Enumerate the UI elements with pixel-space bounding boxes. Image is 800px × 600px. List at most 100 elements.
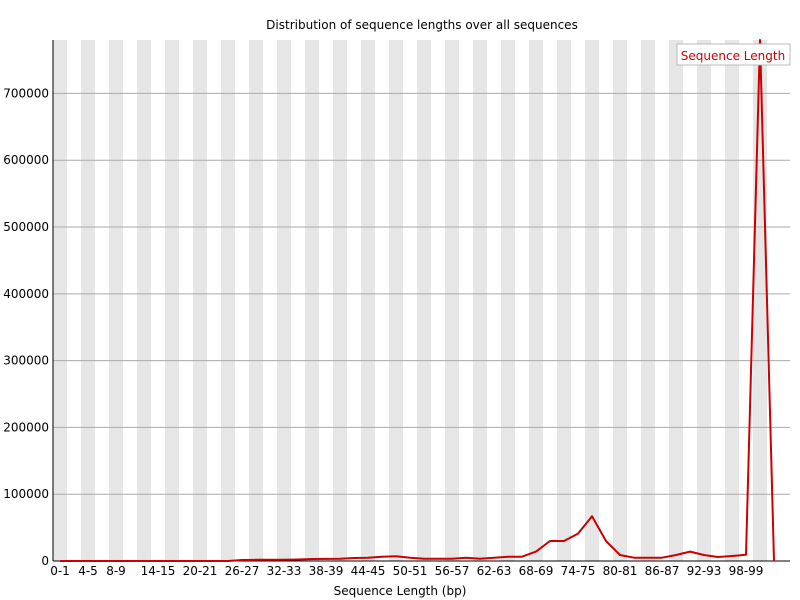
stripe (417, 40, 431, 561)
stripe (333, 40, 347, 561)
data-point (171, 560, 173, 562)
data-point (283, 558, 285, 561)
y-tick-label: 600000 (3, 153, 49, 167)
x-tick-label: 20-21 (183, 564, 218, 578)
data-point (59, 560, 61, 562)
x-tick-label: 98-99 (729, 564, 764, 578)
stripe (137, 40, 151, 561)
data-point (395, 555, 397, 558)
data-point (199, 560, 201, 562)
data-point (185, 560, 187, 562)
stripe (473, 40, 487, 561)
stripe (165, 40, 179, 561)
data-point (633, 556, 635, 559)
data-point (367, 556, 369, 559)
data-point (507, 555, 509, 558)
data-point (619, 554, 621, 556)
data-point (521, 555, 523, 558)
x-tick-label: 44-45 (351, 564, 386, 578)
stripe (641, 40, 655, 561)
stripe (277, 40, 291, 561)
data-point (143, 560, 145, 562)
data-point (227, 560, 229, 562)
data-point (549, 540, 551, 542)
x-tick-label: 92-93 (687, 564, 722, 578)
data-point (255, 558, 257, 561)
data-point (101, 560, 103, 562)
x-tick-label: 38-39 (309, 564, 344, 578)
data-point (241, 559, 243, 561)
grid-lines (53, 92, 790, 495)
data-point (297, 558, 299, 561)
stripe (753, 40, 767, 561)
x-tick-label: 50-51 (393, 564, 428, 578)
x-tick-label: 8-9 (106, 564, 126, 578)
y-tick-label: 0 (41, 554, 49, 568)
data-point (339, 557, 341, 560)
data-point (353, 557, 355, 559)
data-point (213, 560, 215, 562)
data-point (773, 560, 775, 562)
legend: Sequence Length (676, 43, 791, 66)
y-tick-label: 200000 (3, 420, 49, 434)
y-tick-label: 400000 (3, 287, 49, 301)
stripe (529, 40, 543, 561)
data-point (493, 556, 495, 559)
y-tick-label: 500000 (3, 220, 49, 234)
stripe (697, 40, 711, 561)
data-point (535, 550, 537, 553)
data-point (745, 553, 747, 556)
data-point (563, 540, 565, 542)
stripe (193, 40, 207, 561)
stripe (53, 40, 67, 561)
x-tick-label: 62-63 (477, 564, 512, 578)
x-tick-label: 0-1 (50, 564, 70, 578)
data-point (115, 560, 117, 562)
data-point (605, 540, 607, 542)
background-stripes (53, 40, 767, 561)
stripe (501, 40, 515, 561)
data-point (73, 560, 75, 562)
data-point (479, 557, 481, 560)
chart-title: Distribution of sequence lengths over al… (266, 18, 578, 32)
stripe (725, 40, 739, 561)
data-point (311, 558, 313, 560)
stripe (389, 40, 403, 561)
x-axis-ticks: 0-1 4-5 8-9 14-15 20-21 26-27 32-33 38-39 44-45 5… (50, 564, 763, 578)
legend-label: Sequence Length (681, 49, 785, 63)
y-tick-label: 100000 (3, 487, 49, 501)
data-point (423, 557, 425, 560)
x-tick-label: 56-57 (435, 564, 470, 578)
data-point (703, 554, 705, 556)
series-lines (59, 39, 775, 562)
data-point (661, 556, 663, 559)
x-tick-label: 80-81 (603, 564, 638, 578)
x-tick-label: 32-33 (267, 564, 302, 578)
data-point (451, 557, 453, 560)
stripe (109, 40, 123, 561)
data-point (731, 555, 733, 557)
stripe (249, 40, 263, 561)
stripe (585, 40, 599, 561)
data-point (269, 558, 271, 561)
y-tick-label: 700000 (3, 86, 49, 100)
x-tick-label: 4-5 (78, 564, 98, 578)
data-point (87, 560, 89, 562)
x-tick-label: 68-69 (519, 564, 554, 578)
stripe (361, 40, 375, 561)
stripe (613, 40, 627, 561)
stripe (445, 40, 459, 561)
data-point (647, 556, 649, 559)
data-point (759, 39, 761, 41)
data-point (577, 532, 579, 535)
data-point (689, 550, 691, 553)
data-point (591, 515, 593, 518)
data-point (381, 555, 383, 558)
stripe (305, 40, 319, 561)
x-tick-label: 74-75 (561, 564, 596, 578)
data-point (129, 560, 131, 562)
data-point (157, 560, 159, 562)
stripe (221, 40, 235, 561)
data-point (465, 556, 467, 559)
